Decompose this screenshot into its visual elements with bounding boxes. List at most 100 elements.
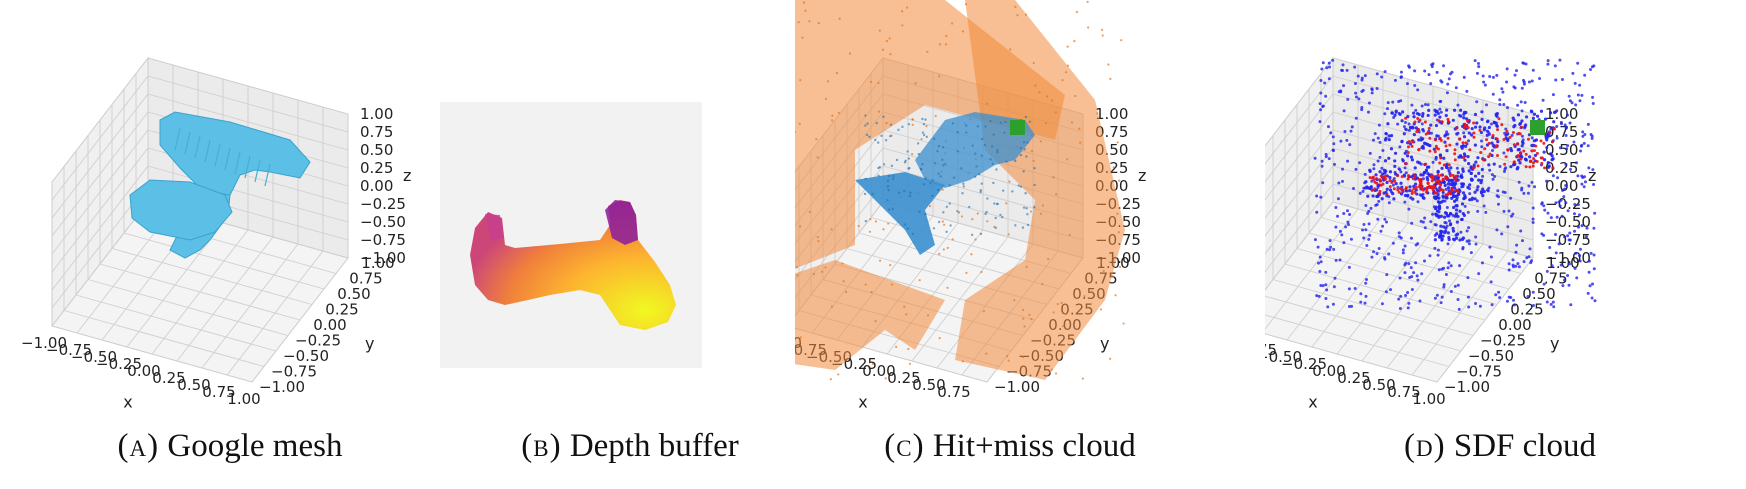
sdf-inside-point (1535, 151, 1539, 155)
sdf-outside-point (1559, 122, 1563, 126)
sdf-outside-point (1555, 124, 1559, 128)
hit-point (984, 212, 987, 216)
sdf-outside-point (1428, 254, 1432, 258)
sdf-inside-point (1439, 156, 1443, 160)
sdf-near-point (1420, 193, 1424, 197)
sdf-near-point (1475, 121, 1479, 125)
sdf-near-point (1454, 236, 1459, 240)
sdf-near-point (1458, 238, 1462, 242)
miss-point (1023, 325, 1026, 328)
sdf-outside-point (1467, 242, 1471, 246)
sdf-near-point (1462, 112, 1466, 116)
sdf-outside-point (1352, 187, 1356, 191)
sdf-outside-point (1329, 245, 1333, 249)
sdf-outside-point (1545, 269, 1549, 273)
sdf-near-point (1460, 237, 1465, 241)
hit-point (1023, 148, 1026, 151)
hit-point (1026, 141, 1029, 144)
sdf-near-point (1446, 182, 1450, 186)
sdf-inside-point (1516, 154, 1520, 158)
miss-point (938, 43, 942, 46)
miss-point (1107, 63, 1110, 66)
sdf-near-point (1444, 113, 1448, 118)
sdf-outside-point (1417, 130, 1421, 134)
miss-point (837, 111, 840, 114)
sdf-outside-point (1507, 262, 1511, 266)
sdf-near-point (1412, 111, 1416, 115)
sdf-outside-point (1542, 282, 1546, 286)
sdf-outside-point (1421, 220, 1425, 224)
sdf-outside-point (1557, 242, 1561, 246)
sdf-outside-point (1439, 110, 1443, 114)
sdf-near-point (1451, 229, 1456, 233)
sdf-inside-point (1433, 138, 1437, 142)
miss-point (925, 125, 928, 128)
sdf-outside-point (1563, 187, 1567, 191)
hit-point (1026, 213, 1029, 216)
miss-point (830, 305, 834, 308)
sdf-outside-point (1407, 301, 1411, 305)
miss-point (848, 52, 852, 55)
miss-point (1050, 368, 1053, 371)
sdf-outside-point (1446, 242, 1450, 246)
sdf-outside-point (1591, 102, 1595, 106)
sdf-near-point (1461, 182, 1465, 186)
sdf-inside-point (1421, 188, 1425, 192)
sdf-outside-point (1367, 101, 1371, 105)
sdf-inside-point (1511, 131, 1515, 135)
sdf-near-point (1401, 159, 1405, 163)
miss-point (986, 220, 989, 223)
sdf-outside-point (1319, 260, 1323, 264)
sdf-outside-point (1342, 211, 1346, 215)
hit-point (895, 158, 899, 162)
z-tick-label: 1.00 (1095, 105, 1128, 123)
sdf-near-point (1547, 134, 1551, 138)
sdf-outside-point (1593, 211, 1597, 215)
hit-point (994, 216, 997, 220)
sdf-outside-point (1427, 73, 1431, 77)
sdf-near-point (1506, 138, 1510, 143)
hit-point (903, 189, 906, 193)
miss-point (1030, 149, 1033, 153)
sdf-outside-point (1350, 125, 1354, 129)
sdf-outside-point (1511, 212, 1515, 216)
miss-point (941, 188, 944, 191)
sdf-outside-point (1345, 138, 1349, 142)
sdf-inside-point (1534, 144, 1538, 148)
sdf-outside-point (1516, 103, 1520, 107)
sdf-inside-point (1419, 177, 1423, 181)
miss-point (970, 253, 973, 256)
hit-point (1019, 146, 1022, 150)
sdf-outside-point (1347, 305, 1351, 309)
sdf-outside-point (1580, 143, 1584, 147)
sdf-outside-point (1360, 89, 1364, 93)
sdf-outside-point (1416, 278, 1420, 282)
hit-point (892, 174, 895, 178)
sdf-outside-point (1458, 264, 1462, 268)
hit-point (875, 121, 878, 125)
miss-point (1117, 179, 1121, 182)
sdf-outside-point (1399, 236, 1403, 240)
sdf-inside-point (1516, 142, 1520, 146)
sdf-outside-point (1530, 259, 1534, 263)
sdf-outside-point (1406, 290, 1410, 294)
sdf-near-point (1444, 165, 1449, 170)
miss-point (1070, 121, 1074, 124)
hit-point (1021, 226, 1025, 229)
hit-point (956, 150, 960, 153)
sdf-near-point (1433, 238, 1437, 242)
mesh-detail (264, 163, 271, 187)
sdf-outside-point (1319, 108, 1323, 112)
sdf-inside-point (1464, 141, 1468, 145)
sdf-inside-point (1406, 177, 1410, 181)
hit-point (922, 133, 926, 137)
miss-point (871, 362, 874, 366)
miss-point (881, 48, 885, 51)
sdf-outside-point (1418, 299, 1422, 303)
sdf-near-point (1375, 194, 1379, 198)
sdf-near-point (1470, 126, 1474, 131)
sdf-outside-point (1578, 83, 1582, 87)
sdf-outside-point (1522, 260, 1526, 264)
sdf-near-point (1446, 186, 1451, 190)
miss-point (1052, 311, 1055, 314)
